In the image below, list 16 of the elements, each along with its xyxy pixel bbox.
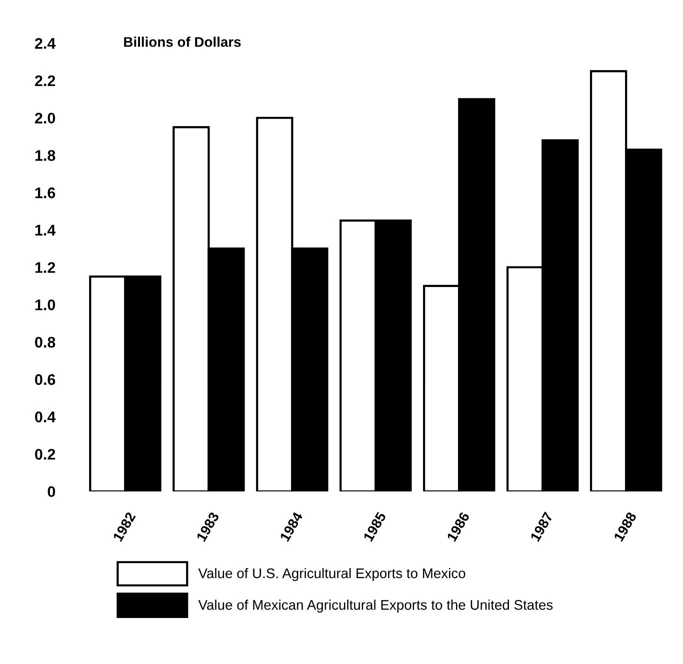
y-tick-label: 1.2: [35, 262, 56, 273]
y-tick-label: 2.4: [34, 38, 56, 49]
legend-label: Value of Mexican Agricultural Exports to the United States: [198, 600, 553, 613]
y-tick-label: 0.2: [35, 448, 56, 460]
y-tick-label: 2.0: [34, 112, 56, 124]
y-axis-title: Billions of Dollars: [124, 36, 241, 47]
y-tick-label: 1.0: [35, 299, 56, 310]
y-tick-label: 2.2: [34, 75, 56, 86]
y-tick-label: 0: [48, 486, 56, 498]
y-tick-label: 0.4: [35, 412, 56, 422]
y-tick-label: 1.8: [35, 150, 56, 161]
y-tick-label: 0.8: [35, 336, 56, 348]
y-tick-label: 0.6: [35, 374, 56, 385]
legend-label: Value of U.S. Agricultural Exports to Mexico: [198, 568, 466, 581]
y-tick-label: 1.4: [35, 224, 56, 236]
y-tick-label: 1.6: [35, 187, 56, 198]
